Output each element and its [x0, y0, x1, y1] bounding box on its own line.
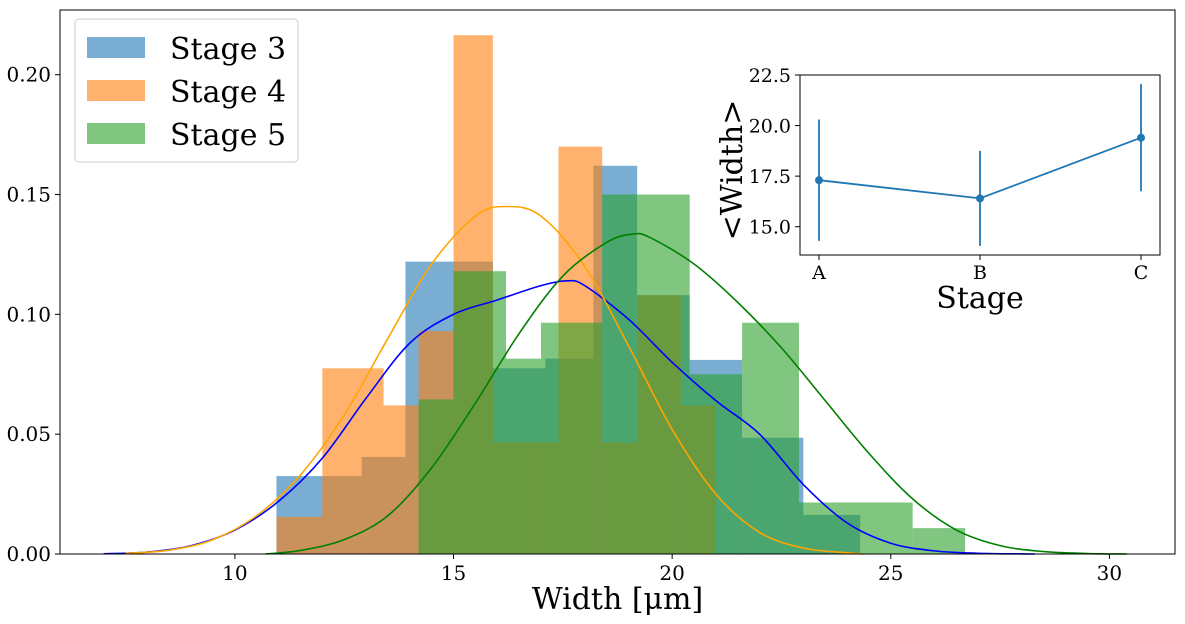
- histogram-bar-5-9: [912, 528, 966, 554]
- inset-y-tick-label: 20.0: [749, 116, 791, 138]
- inset-y-tick-label: 17.5: [749, 166, 791, 188]
- histogram-bar-5-5: [637, 194, 690, 555]
- inset-point: [815, 176, 823, 185]
- inset-y-axis-label: <Width>: [715, 100, 750, 241]
- inset-x-axis-label: Stage: [936, 281, 1023, 316]
- inset-mean-width-plot: A B C 15.0 17.5 20.0 22.5 Stage <Width>: [715, 65, 1161, 316]
- inset-y-tick-label: 15.0: [749, 217, 791, 239]
- x-tick-label: 20: [659, 561, 684, 585]
- legend-label: Stage 3: [170, 32, 286, 67]
- y-tick-label: 0.00: [6, 542, 51, 566]
- histogram-bar-5-4: [602, 194, 638, 555]
- inset-series: [815, 84, 1145, 246]
- inset-x-tick-label: A: [811, 262, 826, 284]
- y-tick-label: 0.15: [6, 183, 51, 207]
- main-y-ticks: 0.00 0.05 0.10 0.15 0.20: [6, 63, 60, 566]
- histogram-bar-5-1: [453, 271, 506, 554]
- main-x-axis-label: Width [μm]: [532, 582, 703, 617]
- inset-y-tick-label: 22.5: [749, 65, 791, 87]
- inset-y-ticks: 15.0 17.5 20.0 22.5: [749, 65, 800, 239]
- kde-curve-stage-3: [103, 279, 1036, 555]
- histogram-bar-4-2: [383, 405, 419, 554]
- x-tick-label: 30: [1097, 561, 1122, 585]
- x-tick-label: 25: [878, 561, 903, 585]
- main-histogram-plot: 10 15 20 25 30 0.00 0.05 0.10 0.15 0.20 Width [μ…: [6, 9, 1176, 617]
- inset-x-ticks: A B C: [811, 255, 1148, 284]
- legend-swatch: [87, 123, 145, 144]
- legend-label: Stage 4: [170, 75, 286, 110]
- inset-point: [976, 194, 984, 203]
- legend-swatch: [87, 37, 145, 58]
- inset-x-tick-label: B: [973, 262, 987, 284]
- histogram-bar-4-1: [322, 368, 384, 554]
- legend-label: Stage 5: [170, 118, 286, 153]
- y-tick-label: 0.20: [6, 63, 51, 87]
- histogram-bar-5-6: [689, 374, 743, 554]
- histogram-bar-5-7: [742, 322, 799, 554]
- x-tick-label: 15: [441, 561, 466, 585]
- main-axes-frame: [59, 9, 1176, 555]
- x-tick-label: 10: [222, 561, 247, 585]
- inset-x-tick-label: C: [1134, 262, 1149, 284]
- kde-curves: [103, 205, 1127, 555]
- histogram-bar-4-0: [276, 516, 323, 554]
- legend-swatch: [87, 80, 145, 101]
- legend: Stage 3 Stage 4 Stage 5: [74, 18, 299, 163]
- histogram-bars: [276, 35, 966, 555]
- histogram-bar-5-3: [540, 322, 603, 554]
- histogram-bar-5-2: [506, 358, 541, 554]
- kde-curve-stage-4: [125, 205, 865, 555]
- y-tick-label: 0.10: [6, 302, 51, 326]
- y-tick-label: 0.05: [6, 422, 51, 446]
- main-x-ticks: 10 15 20 25 30: [222, 554, 1122, 585]
- inset-point: [1137, 133, 1145, 142]
- kde-curve-stage-5: [265, 232, 1127, 555]
